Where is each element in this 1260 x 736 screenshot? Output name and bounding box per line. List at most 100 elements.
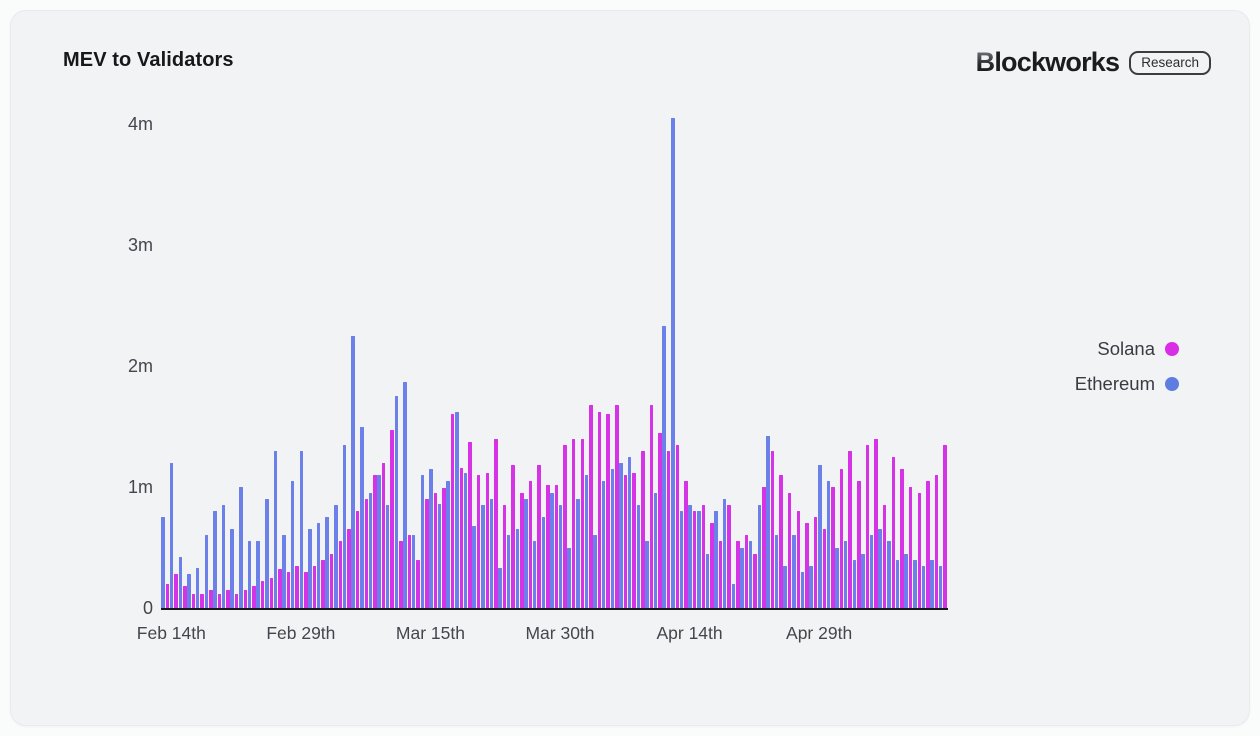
legend-item-ethereum[interactable]: Ethereum	[1075, 373, 1179, 395]
bar-group[interactable]	[221, 99, 230, 608]
ethereum-bar[interactable]	[187, 574, 191, 608]
bar-group[interactable]	[316, 99, 326, 608]
ethereum-bar[interactable]	[567, 547, 571, 608]
bar-group[interactable]	[818, 99, 827, 608]
ethereum-bar[interactable]	[411, 535, 416, 608]
solana-bar[interactable]	[459, 467, 464, 608]
bar-group[interactable]	[731, 99, 740, 608]
solana-bar[interactable]	[692, 511, 697, 608]
bar-group[interactable]	[843, 99, 853, 608]
ethereum-bar[interactable]	[722, 499, 727, 608]
solana-bar[interactable]	[563, 444, 567, 608]
bar-group[interactable]	[195, 99, 205, 608]
solana-bar[interactable]	[684, 480, 688, 608]
ethereum-bar[interactable]	[385, 505, 390, 608]
ethereum-bar[interactable]	[869, 535, 874, 608]
solana-bar[interactable]	[234, 593, 239, 608]
bar-group[interactable]	[282, 99, 291, 608]
ethereum-bar[interactable]	[342, 444, 347, 608]
bar-group[interactable]	[455, 99, 464, 608]
solana-bar[interactable]	[874, 438, 878, 608]
ethereum-bar[interactable]	[334, 505, 338, 608]
bar-group[interactable]	[852, 99, 861, 608]
ethereum-bar[interactable]	[558, 505, 563, 608]
bar-group[interactable]	[653, 99, 663, 608]
solana-bar[interactable]	[165, 583, 170, 608]
solana-bar[interactable]	[278, 569, 282, 608]
bar-group[interactable]	[921, 99, 930, 608]
solana-bar[interactable]	[736, 541, 740, 608]
solana-bar[interactable]	[252, 586, 256, 608]
ethereum-bar[interactable]	[697, 511, 701, 608]
bar-group[interactable]	[489, 99, 498, 608]
bar-group[interactable]	[265, 99, 274, 608]
solana-bar[interactable]	[891, 456, 896, 608]
ethereum-bar[interactable]	[360, 426, 364, 608]
solana-bar[interactable]	[209, 589, 213, 608]
solana-bar[interactable]	[813, 517, 818, 608]
ethereum-bar[interactable]	[299, 450, 304, 608]
solana-bar[interactable]	[822, 529, 826, 608]
bar-group[interactable]	[576, 99, 585, 608]
solana-bar[interactable]	[502, 505, 507, 608]
solana-bar[interactable]	[200, 593, 204, 608]
ethereum-bar[interactable]	[489, 499, 494, 608]
ethereum-bar[interactable]	[230, 529, 234, 608]
solana-bar[interactable]	[468, 442, 472, 608]
solana-bar[interactable]	[373, 474, 377, 608]
ethereum-bar[interactable]	[213, 511, 217, 608]
ethereum-bar[interactable]	[437, 503, 442, 608]
bar-group[interactable]	[498, 99, 507, 608]
ethereum-bar[interactable]	[705, 553, 710, 608]
bar-group[interactable]	[714, 99, 723, 608]
solana-bar[interactable]	[338, 541, 343, 608]
ethereum-bar[interactable]	[852, 559, 857, 608]
solana-bar[interactable]	[710, 523, 714, 608]
ethereum-bar[interactable]	[774, 535, 779, 608]
solana-bar[interactable]	[554, 484, 559, 608]
ethereum-bar[interactable]	[930, 559, 934, 608]
solana-bar[interactable]	[226, 589, 230, 608]
bar-group[interactable]	[342, 99, 351, 608]
ethereum-bar[interactable]	[351, 335, 355, 608]
solana-bar[interactable]	[511, 465, 515, 608]
solana-bar[interactable]	[355, 511, 360, 608]
solana-bar[interactable]	[649, 404, 654, 608]
bar-group[interactable]	[299, 99, 308, 608]
bar-group[interactable]	[230, 99, 239, 608]
ethereum-bar[interactable]	[843, 541, 848, 608]
bar-group[interactable]	[472, 99, 481, 608]
ethereum-bar[interactable]	[662, 326, 666, 608]
bar-group[interactable]	[481, 99, 490, 608]
solana-bar[interactable]	[606, 414, 610, 608]
bar-group[interactable]	[610, 99, 619, 608]
ethereum-bar[interactable]	[679, 511, 684, 608]
bar-group[interactable]	[204, 99, 213, 608]
solana-bar[interactable]	[450, 414, 455, 608]
bar-group[interactable]	[800, 99, 809, 608]
ethereum-bar[interactable]	[584, 474, 589, 608]
solana-bar[interactable]	[260, 581, 265, 608]
solana-bar[interactable]	[718, 541, 723, 608]
bar-group[interactable]	[627, 99, 637, 608]
bar-group[interactable]	[420, 99, 429, 608]
bar-group[interactable]	[835, 99, 844, 608]
ethereum-bar[interactable]	[265, 499, 269, 608]
ethereum-bar[interactable]	[308, 529, 312, 608]
solana-bar[interactable]	[528, 480, 533, 608]
bar-group[interactable]	[532, 99, 542, 608]
bar-group[interactable]	[887, 99, 896, 608]
ethereum-bar[interactable]	[627, 456, 632, 608]
bar-group[interactable]	[697, 99, 706, 608]
solana-bar[interactable]	[321, 559, 325, 608]
solana-bar[interactable]	[943, 444, 947, 608]
bar-group[interactable]	[878, 99, 887, 608]
bar-group[interactable]	[325, 99, 334, 608]
ethereum-bar[interactable]	[757, 505, 762, 608]
bar-group[interactable]	[506, 99, 516, 608]
bar-group[interactable]	[515, 99, 524, 608]
bar-group[interactable]	[550, 99, 559, 608]
solana-bar[interactable]	[494, 438, 498, 608]
ethereum-bar[interactable]	[515, 529, 520, 608]
bar-group[interactable]	[705, 99, 714, 608]
